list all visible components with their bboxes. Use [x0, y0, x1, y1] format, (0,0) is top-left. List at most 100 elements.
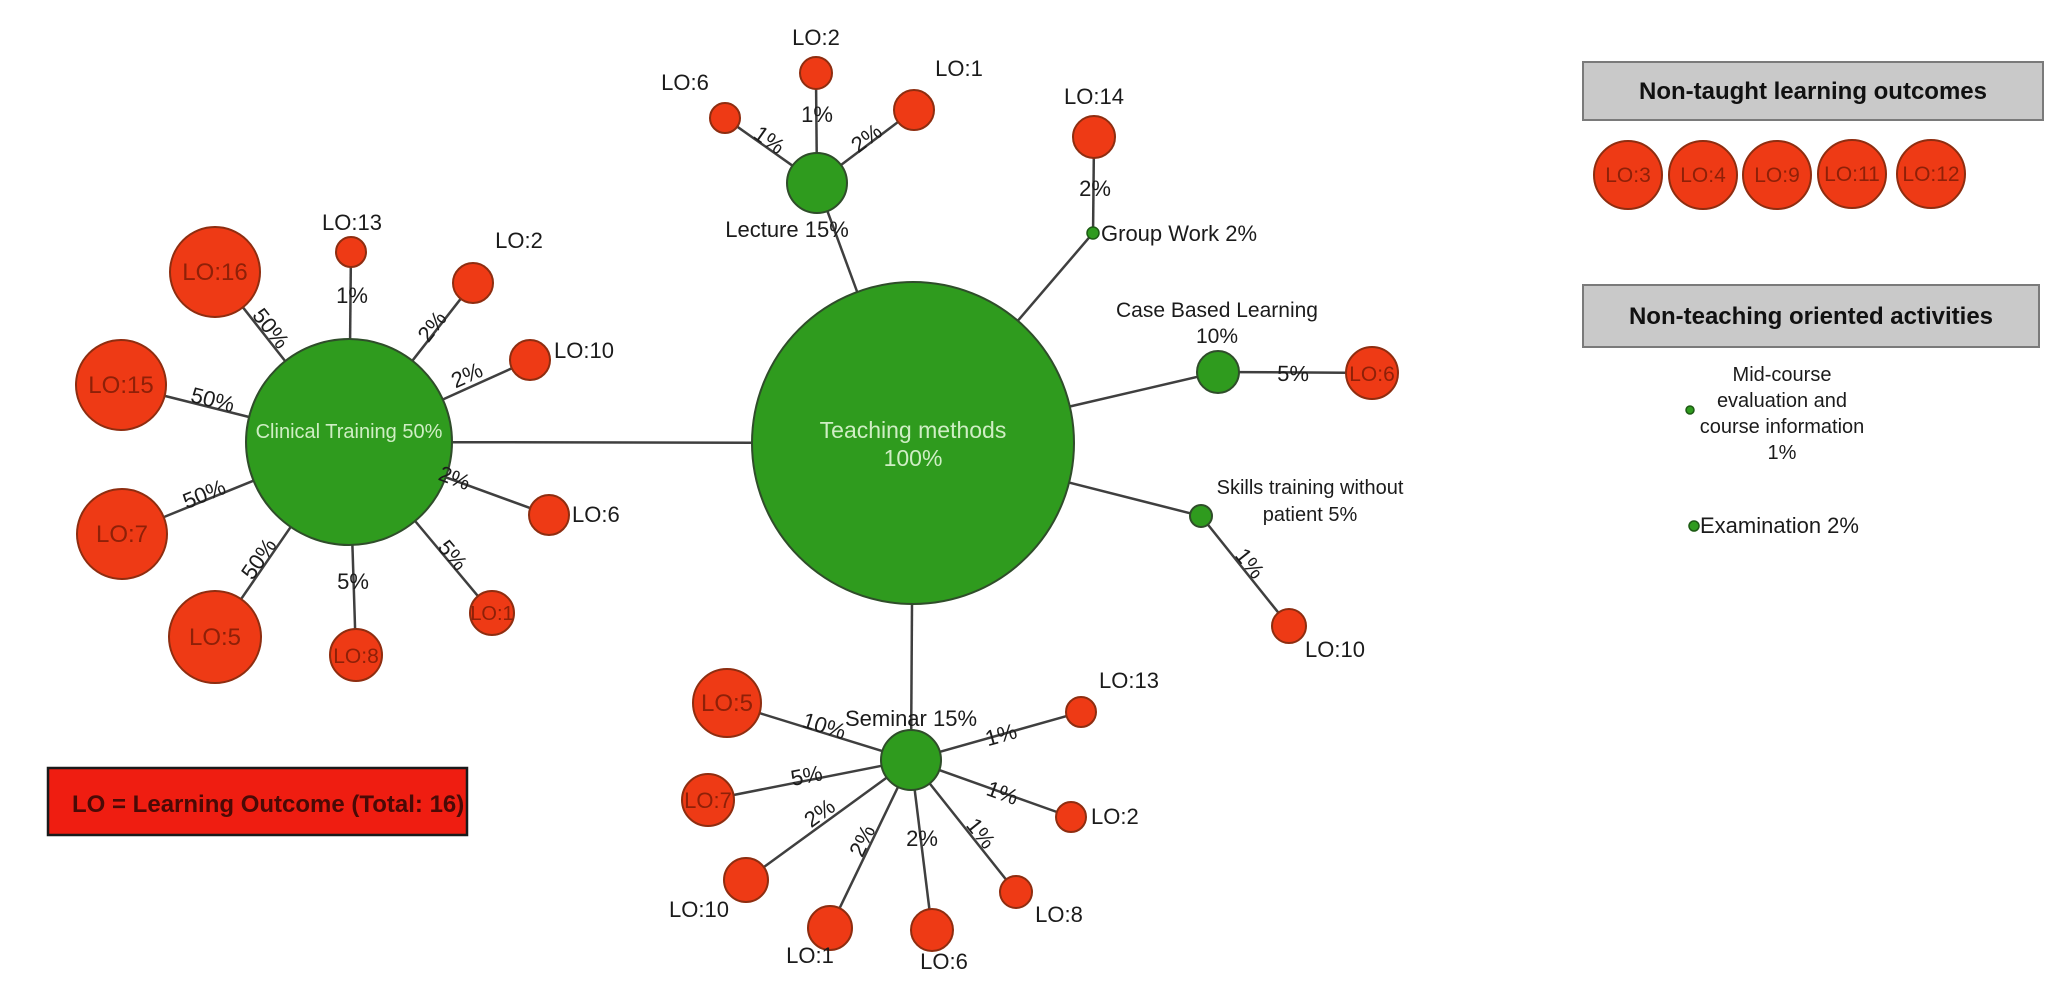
node-label-cbl-1: 10% [1196, 325, 1238, 348]
edge-seminar-se_lo13 [939, 714, 1067, 754]
edge-teaching-skills [1068, 481, 1191, 515]
node-c_lo6 [528, 494, 570, 536]
node-se_lo8 [999, 875, 1033, 909]
edge-label-seminar-se_lo8: 1% [961, 813, 1000, 853]
edge-label-lecture-l_lo1: 2% [846, 118, 886, 157]
edge-clinical-c_lo6 [445, 476, 531, 510]
edge-clinical-c_lo16 [241, 306, 287, 362]
node-label-c_lo10: LO:10 [554, 338, 614, 363]
edge-cbl-cb_lo6 [1238, 370, 1347, 375]
legend-box [46, 766, 469, 837]
non-teaching-header-box [1582, 284, 2040, 348]
non-teaching-header-title: Non-teaching oriented activities [1629, 303, 1993, 330]
edge-teaching-groupwork [1016, 236, 1091, 322]
node-label-skills-0: Skills training without [1217, 477, 1404, 499]
node-c_lo7 [76, 488, 168, 580]
node-label-c_lo6: LO:6 [572, 502, 620, 527]
midcourse-line-1: Mid-course [1733, 364, 1832, 386]
node-teaching [751, 281, 1075, 605]
edge-label-clinical-c_lo16: 50% [247, 303, 294, 353]
node-label-c_lo5: LO:5 [189, 624, 241, 651]
node-label-groupwork: Group Work 2% [1101, 221, 1257, 246]
edge-seminar-se_lo8 [928, 782, 1007, 881]
node-l_lo1 [893, 89, 935, 131]
node-label-c_lo7: LO:7 [96, 521, 148, 548]
edge-clinical-c_lo7 [163, 479, 254, 519]
node-c_lo16 [169, 226, 261, 318]
node-label-se_lo7: LO:7 [684, 788, 732, 813]
edge-clinical-c_lo10 [442, 367, 513, 401]
node-label-nt_lo12: LO:12 [1902, 163, 1959, 186]
node-label-se_lo8: LO:8 [1035, 902, 1083, 927]
edge-clinical-c_lo5 [240, 526, 292, 600]
node-label-nt_lo3: LO:3 [1605, 164, 1651, 187]
node-l_lo6 [709, 102, 741, 134]
edge-clinical-teaching [451, 440, 753, 444]
edge-label-clinical-c_lo15: 50% [188, 382, 237, 417]
node-label-nt_lo11: LO:11 [1824, 163, 1880, 186]
non-taught-panel: Non-taught learning outcomes [1582, 61, 2044, 121]
edge-label-groupwork-g_lo14: 2% [1079, 176, 1111, 201]
node-label-l_lo1: LO:1 [935, 56, 983, 81]
edge-label-clinical-c_lo1: 5% [433, 535, 473, 575]
edge-clinical-c_lo2 [411, 298, 462, 362]
edge-label-clinical-c_lo13: 1% [336, 283, 368, 308]
node-nt_lo11 [1817, 139, 1887, 209]
node-c_lo15 [75, 339, 167, 431]
node-groupwork [1086, 226, 1100, 240]
node-nt_lo12 [1896, 139, 1966, 209]
node-nt_lo9 [1742, 140, 1812, 210]
node-c_lo1 [469, 590, 515, 636]
node-label-teaching-0: Teaching methods [820, 417, 1007, 443]
node-se_lo10 [723, 857, 769, 903]
edge-label-seminar-se_lo13: 1% [982, 718, 1019, 751]
node-cbl [1196, 350, 1240, 394]
edge-label-clinical-c_lo5: 50% [236, 534, 282, 584]
edge-seminar-se_lo5 [759, 711, 883, 753]
edge-clinical-c_lo15 [164, 394, 250, 419]
edge-label-clinical-c_lo10: 2% [447, 357, 486, 393]
edge-label-seminar-se_lo10: 2% [799, 793, 839, 832]
non-taught-header-title: Non-taught learning outcomes [1639, 78, 1987, 105]
edge-seminar-se_lo7 [733, 764, 882, 797]
edge-seminar-se_lo1 [838, 786, 900, 909]
edge-lecture-l_lo2 [814, 88, 818, 154]
edges-layer [163, 88, 1347, 910]
node-label-cbl-0: Case Based Learning [1116, 299, 1318, 322]
edge-seminar-se_lo10 [763, 776, 888, 869]
node-s_lo10 [1271, 608, 1307, 644]
non-teaching-panel: Non-teaching oriented activities Mid-cou… [1582, 284, 2040, 538]
node-clinical [245, 338, 453, 546]
midcourse-line-3: course information [1700, 416, 1865, 438]
node-se_lo7 [681, 773, 735, 827]
node-label-c_lo2: LO:2 [495, 228, 543, 253]
node-label-lecture: Lecture 15% [725, 217, 849, 242]
node-label-s_lo10: LO:10 [1305, 637, 1365, 662]
node-l_lo2 [799, 56, 833, 90]
node-c_lo10 [509, 339, 551, 381]
node-nt_lo3 [1593, 140, 1663, 210]
edge-label-seminar-se_lo1: 2% [844, 821, 880, 860]
node-se_lo2 [1055, 801, 1087, 833]
node-label-l_lo6: LO:6 [661, 70, 709, 95]
node-se_lo1 [807, 905, 853, 951]
node-se_lo6 [910, 908, 954, 952]
edge-skills-s_lo10 [1206, 523, 1280, 614]
midcourse-line-2: evaluation and [1717, 390, 1847, 412]
node-seminar [880, 729, 942, 791]
legend: LO = Learning Outcome (Total: 16) [46, 766, 469, 837]
edge-clinical-c_lo8 [351, 544, 357, 630]
node-label-nt_lo9: LO:9 [1754, 164, 1800, 187]
node-label-c_lo13: LO:13 [322, 210, 382, 235]
node-c_lo5 [168, 590, 262, 684]
node-c_lo8 [329, 628, 383, 682]
node-label-se_lo2: LO:2 [1091, 804, 1139, 829]
edge-label-seminar-se_lo6: 2% [906, 826, 938, 851]
node-nt_lo4 [1668, 140, 1738, 210]
node-label-se_lo13: LO:13 [1099, 668, 1159, 693]
edge-clinical-c_lo1 [414, 520, 479, 597]
edge-lecture-l_lo6 [736, 125, 794, 167]
edge-label-seminar-se_lo2: 1% [983, 776, 1021, 810]
examination-label: Examination 2% [1700, 513, 1859, 538]
